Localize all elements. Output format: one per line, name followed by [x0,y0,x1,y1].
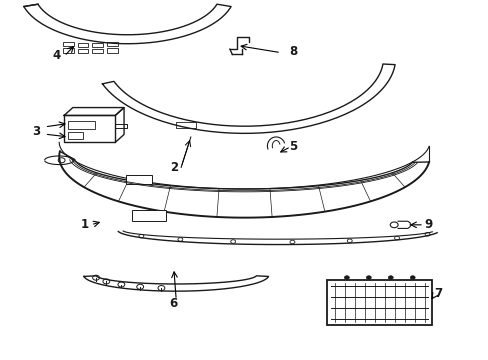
Text: 6: 6 [169,297,178,310]
Bar [64,116,115,142]
Bar [125,175,152,184]
Bar [176,122,195,128]
Text: 9: 9 [424,217,432,231]
Bar [107,48,118,53]
Text: 5: 5 [288,140,297,153]
Text: 3: 3 [32,125,40,138]
Circle shape [344,276,348,279]
Bar [92,43,103,47]
Bar [78,49,88,53]
Text: 1: 1 [81,218,89,231]
Text: 2: 2 [169,161,178,174]
Bar [63,42,74,46]
Bar [78,43,88,47]
Text: 4: 4 [53,49,61,62]
Circle shape [409,276,414,279]
Bar [63,48,74,53]
Text: 8: 8 [288,45,297,58]
Bar [68,132,82,139]
Bar [132,210,166,221]
Circle shape [366,276,370,279]
Bar [68,121,95,129]
Bar [327,280,431,325]
Circle shape [387,276,392,279]
Text: 7: 7 [434,287,442,300]
Bar [92,49,103,53]
Bar [107,42,118,46]
